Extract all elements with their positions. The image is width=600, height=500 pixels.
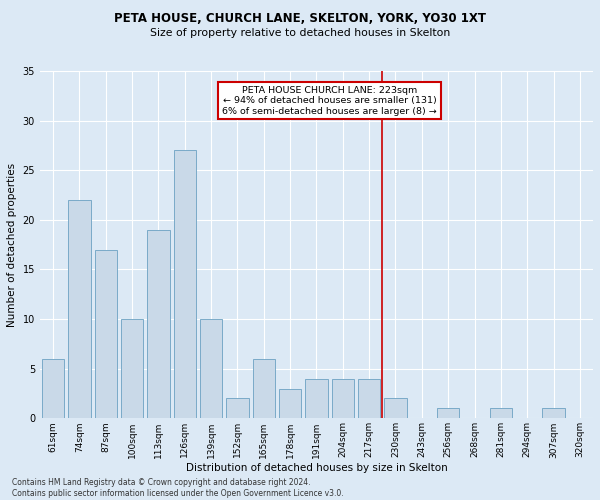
Bar <box>226 398 248 418</box>
Bar <box>253 359 275 418</box>
Bar <box>200 319 222 418</box>
Bar <box>173 150 196 418</box>
Bar <box>490 408 512 418</box>
Bar <box>437 408 460 418</box>
Bar <box>121 319 143 418</box>
Bar <box>68 200 91 418</box>
Text: PETA HOUSE, CHURCH LANE, SKELTON, YORK, YO30 1XT: PETA HOUSE, CHURCH LANE, SKELTON, YORK, … <box>114 12 486 26</box>
Bar <box>332 378 354 418</box>
Bar <box>147 230 170 418</box>
Bar <box>42 359 64 418</box>
Bar <box>305 378 328 418</box>
X-axis label: Distribution of detached houses by size in Skelton: Distribution of detached houses by size … <box>185 463 448 473</box>
Text: Contains HM Land Registry data © Crown copyright and database right 2024.
Contai: Contains HM Land Registry data © Crown c… <box>12 478 344 498</box>
Text: PETA HOUSE CHURCH LANE: 223sqm
← 94% of detached houses are smaller (131)
6% of : PETA HOUSE CHURCH LANE: 223sqm ← 94% of … <box>222 86 437 116</box>
Text: Size of property relative to detached houses in Skelton: Size of property relative to detached ho… <box>150 28 450 38</box>
Bar <box>384 398 407 418</box>
Bar <box>279 388 301 418</box>
Y-axis label: Number of detached properties: Number of detached properties <box>7 162 17 326</box>
Bar <box>95 250 117 418</box>
Bar <box>542 408 565 418</box>
Bar <box>358 378 380 418</box>
